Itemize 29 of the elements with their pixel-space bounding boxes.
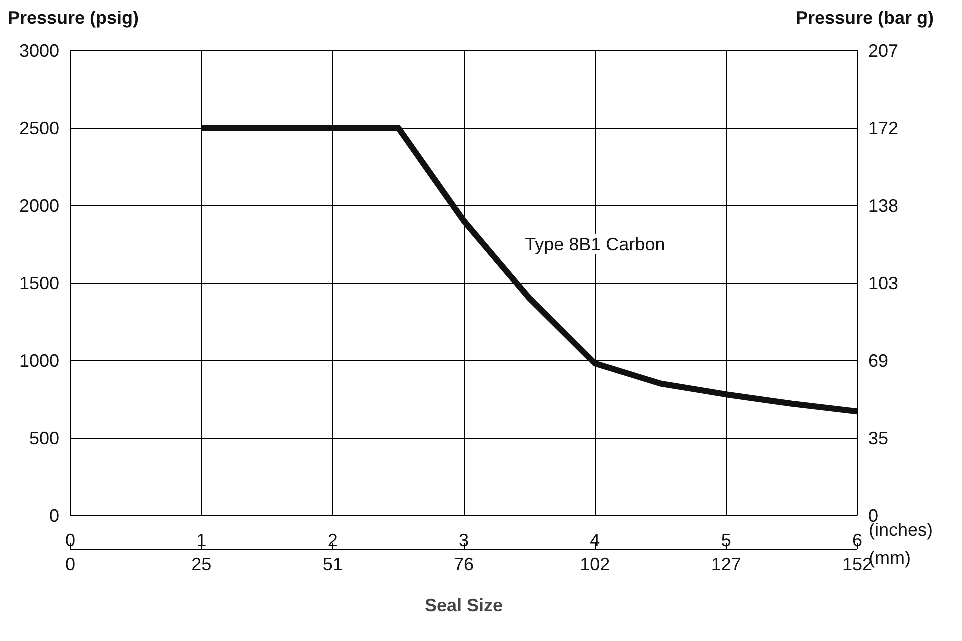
x-axis-title: Seal Size xyxy=(424,596,504,616)
series-label: Type 8B1 Carbon xyxy=(525,234,666,254)
y-tick-label: 3000 xyxy=(19,41,60,61)
y2-axis-title: Pressure (bar g) xyxy=(794,7,935,30)
y-tick-label: 2500 xyxy=(19,118,60,138)
x2-tick-label: 127 xyxy=(711,554,742,574)
x2-tick-label: 25 xyxy=(192,554,212,574)
x-tick-label: 2 xyxy=(328,530,338,550)
x2-tick-label: 51 xyxy=(322,554,343,574)
y2-tick-label: 103 xyxy=(868,274,899,294)
x2-tick-label: 102 xyxy=(580,554,610,574)
y2-tick-label: 207 xyxy=(868,41,899,61)
y-axis-title: Pressure (psig) xyxy=(7,7,140,30)
y2-tick-label: 35 xyxy=(868,428,889,448)
x-tick-label: 6 xyxy=(852,530,863,550)
x-tick-label: 5 xyxy=(721,530,732,550)
y-tick-label: 1500 xyxy=(19,274,60,294)
x2-tick-label: 76 xyxy=(454,554,474,574)
y2-tick-label: 138 xyxy=(868,196,899,216)
y-tick-label: 1000 xyxy=(19,351,60,371)
x-tick-label: 4 xyxy=(590,530,600,550)
y2-tick-label: 69 xyxy=(868,351,889,371)
y-tick-label: 500 xyxy=(29,428,60,448)
y2-tick-label: 172 xyxy=(868,118,899,138)
y-tick-label: 0 xyxy=(49,506,60,526)
x-tick-label: 0 xyxy=(65,530,76,550)
x-tick-label: 3 xyxy=(458,530,470,550)
y-tick-label: 2000 xyxy=(19,196,60,216)
x2-tick-label: 0 xyxy=(65,554,76,574)
